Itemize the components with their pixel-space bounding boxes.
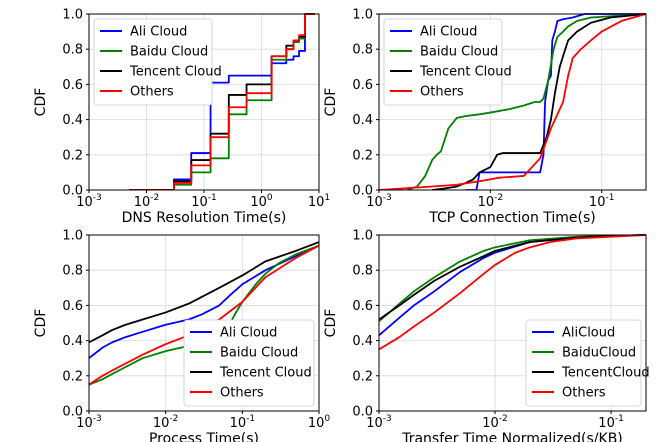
legend-label: Tencent Cloud	[419, 65, 512, 80]
legend-label: Others	[562, 386, 606, 401]
x-tick-label: 10-3	[366, 193, 392, 210]
y-tick-label: 0.8	[62, 264, 83, 279]
x-axis-label: Process Time(s)	[149, 431, 259, 442]
series-line-baidu-cloud	[407, 13, 646, 190]
x-tick-label: 10-2	[153, 414, 179, 431]
legend: AliCloud BaiduCloud TencentCloud Others	[525, 319, 650, 407]
x-axis-label: DNS Resolution Time(s)	[122, 210, 287, 226]
legend-label: Others	[130, 85, 174, 100]
legend-label: Baidu Cloud	[420, 45, 498, 60]
y-tick-label: 0.8	[352, 264, 373, 279]
x-tick-label: 10-2	[478, 193, 504, 210]
x-tick-label: 10-1	[230, 414, 256, 431]
legend-label: BaiduCloud	[562, 346, 636, 361]
y-tick-label: 0.0	[352, 184, 373, 199]
y-tick-label: 1.0	[352, 229, 373, 244]
x-tick-label: 10-1	[598, 414, 624, 431]
y-tick-label: 0.6	[62, 78, 83, 93]
series-line-tencent-cloud	[432, 13, 646, 190]
x-tick-label: 10-3	[76, 193, 102, 210]
y-tick-label: 0.8	[62, 43, 83, 58]
series-line-ali-cloud	[89, 244, 319, 359]
y-tick-label: 0.0	[62, 184, 83, 199]
plot-frame	[378, 234, 647, 412]
x-tick-label: 101	[308, 193, 330, 210]
legend-label: Tencent Cloud	[129, 65, 222, 80]
y-tick-label: 0.4	[352, 113, 373, 128]
series-line-tencent-cloud	[89, 241, 319, 344]
x-axis-label: Transfer Time Normalized(s/KB)	[401, 431, 623, 442]
chart-panel-1: 10-3 10-2 10-1 100 101 0.0 0.2 0.4 0.6 0.8 1.0 DNS …	[33, 8, 330, 227]
y-tick-label: 0.4	[62, 113, 83, 128]
series-line-others	[89, 244, 319, 386]
legend: Ali Cloud Baidu Cloud Tencent Cloud Others	[183, 319, 315, 407]
x-tick-label: 10-1	[589, 193, 615, 210]
y-tick-label: 0.4	[62, 334, 83, 349]
legend: Ali Cloud Baidu Cloud Tencent Cloud Others	[93, 18, 222, 106]
x-tick-label: 10-1	[191, 193, 217, 210]
x-tick-label: 100	[308, 414, 331, 431]
series-line-others	[379, 234, 646, 351]
legend-label: Others	[420, 85, 464, 100]
x-tick-label: 100	[250, 193, 273, 210]
legend-label: TencentCloud	[561, 366, 650, 381]
y-tick-label: 0.0	[352, 405, 373, 420]
y-tick-label: 0.2	[352, 369, 373, 384]
legend-label: AliCloud	[562, 326, 615, 341]
legend-label: Ali Cloud	[220, 326, 277, 341]
y-axis-label: CDF	[323, 309, 339, 338]
legend: Ali Cloud Baidu Cloud Tencent Cloud Others	[383, 18, 512, 106]
legend-label: Ali Cloud	[420, 25, 477, 40]
chart-panel-2: 10-3 10-2 10-1 0.0 0.2 0.4 0.6 0.8 1.0 TCP Connec…	[323, 8, 647, 226]
y-axis-label: CDF	[323, 88, 339, 117]
y-tick-label: 0.2	[352, 148, 373, 163]
legend-label: Baidu Cloud	[220, 346, 298, 361]
legend-box	[383, 18, 503, 106]
legend-label: Ali Cloud	[130, 25, 187, 40]
legend-box	[525, 319, 642, 407]
series-line-others	[379, 13, 646, 190]
y-tick-label: 0.8	[352, 43, 373, 58]
plot-frame	[378, 13, 647, 191]
y-tick-label: 0.4	[352, 334, 373, 349]
x-axis-label: TCP Connection Time(s)	[428, 210, 596, 226]
y-tick-label: 0.0	[62, 405, 83, 420]
x-tick-label: 10-3	[76, 414, 102, 431]
legend-label: Others	[220, 386, 264, 401]
y-tick-label: 1.0	[62, 8, 83, 23]
y-tick-label: 0.6	[352, 78, 373, 93]
y-tick-label: 0.6	[62, 299, 83, 314]
legend-label: Tencent Cloud	[219, 366, 312, 381]
x-tick-label: 10-2	[482, 414, 508, 431]
y-axis-label: CDF	[33, 88, 49, 117]
y-tick-label: 1.0	[62, 229, 83, 244]
y-axis-label: CDF	[33, 309, 49, 338]
chart-panel-3: 10-3 10-2 10-1 100 0.0 0.2 0.4 0.6 0.8 1.0 Process…	[33, 229, 330, 442]
y-tick-label: 0.6	[352, 299, 373, 314]
y-tick-label: 0.2	[62, 369, 83, 384]
x-tick-label: 10-3	[366, 414, 392, 431]
y-tick-label: 0.2	[62, 148, 83, 163]
legend-label: Baidu Cloud	[130, 45, 208, 60]
legend-box	[93, 18, 213, 106]
series-line-others	[129, 13, 315, 190]
legend-box	[183, 319, 315, 407]
plot-frame	[88, 234, 320, 412]
y-tick-label: 1.0	[352, 8, 373, 23]
chart-panel-4: 10-3 10-2 10-1 0.0 0.2 0.4 0.6 0.8 1.0 Transfer T…	[323, 229, 650, 442]
x-tick-label: 10-2	[134, 193, 160, 210]
